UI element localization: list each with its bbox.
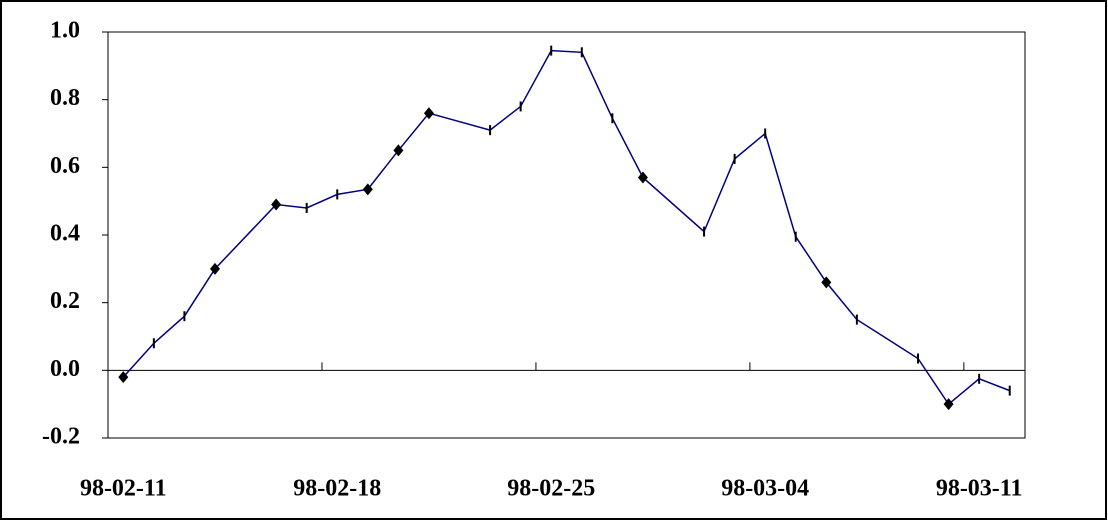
x-tick-label: 98-03-04 — [721, 476, 809, 502]
x-tick-label: 98-02-25 — [507, 476, 595, 502]
marker — [118, 371, 129, 384]
x-tick-label: 98-03-11 — [936, 476, 1023, 502]
marker — [209, 262, 220, 275]
marker — [637, 171, 648, 184]
x-tick-label: 98-02-11 — [80, 476, 167, 502]
y-tick-label: -0.2 — [42, 424, 80, 450]
y-tick-label: 0.0 — [50, 356, 80, 382]
y-tick-label: 0.6 — [50, 153, 80, 179]
marker — [943, 398, 954, 411]
marker — [393, 144, 404, 157]
line — [122, 49, 1010, 406]
y-tick-label: 0.4 — [50, 221, 80, 247]
marker — [423, 107, 434, 120]
y-tick-label: 0.8 — [50, 85, 80, 111]
marker — [271, 198, 282, 211]
y-tick-label: 1.0 — [50, 18, 80, 44]
marker — [362, 183, 373, 196]
marker — [821, 276, 832, 289]
y-tick-label: 0.2 — [50, 288, 80, 314]
x-tick-label: 98-02-18 — [293, 476, 381, 502]
